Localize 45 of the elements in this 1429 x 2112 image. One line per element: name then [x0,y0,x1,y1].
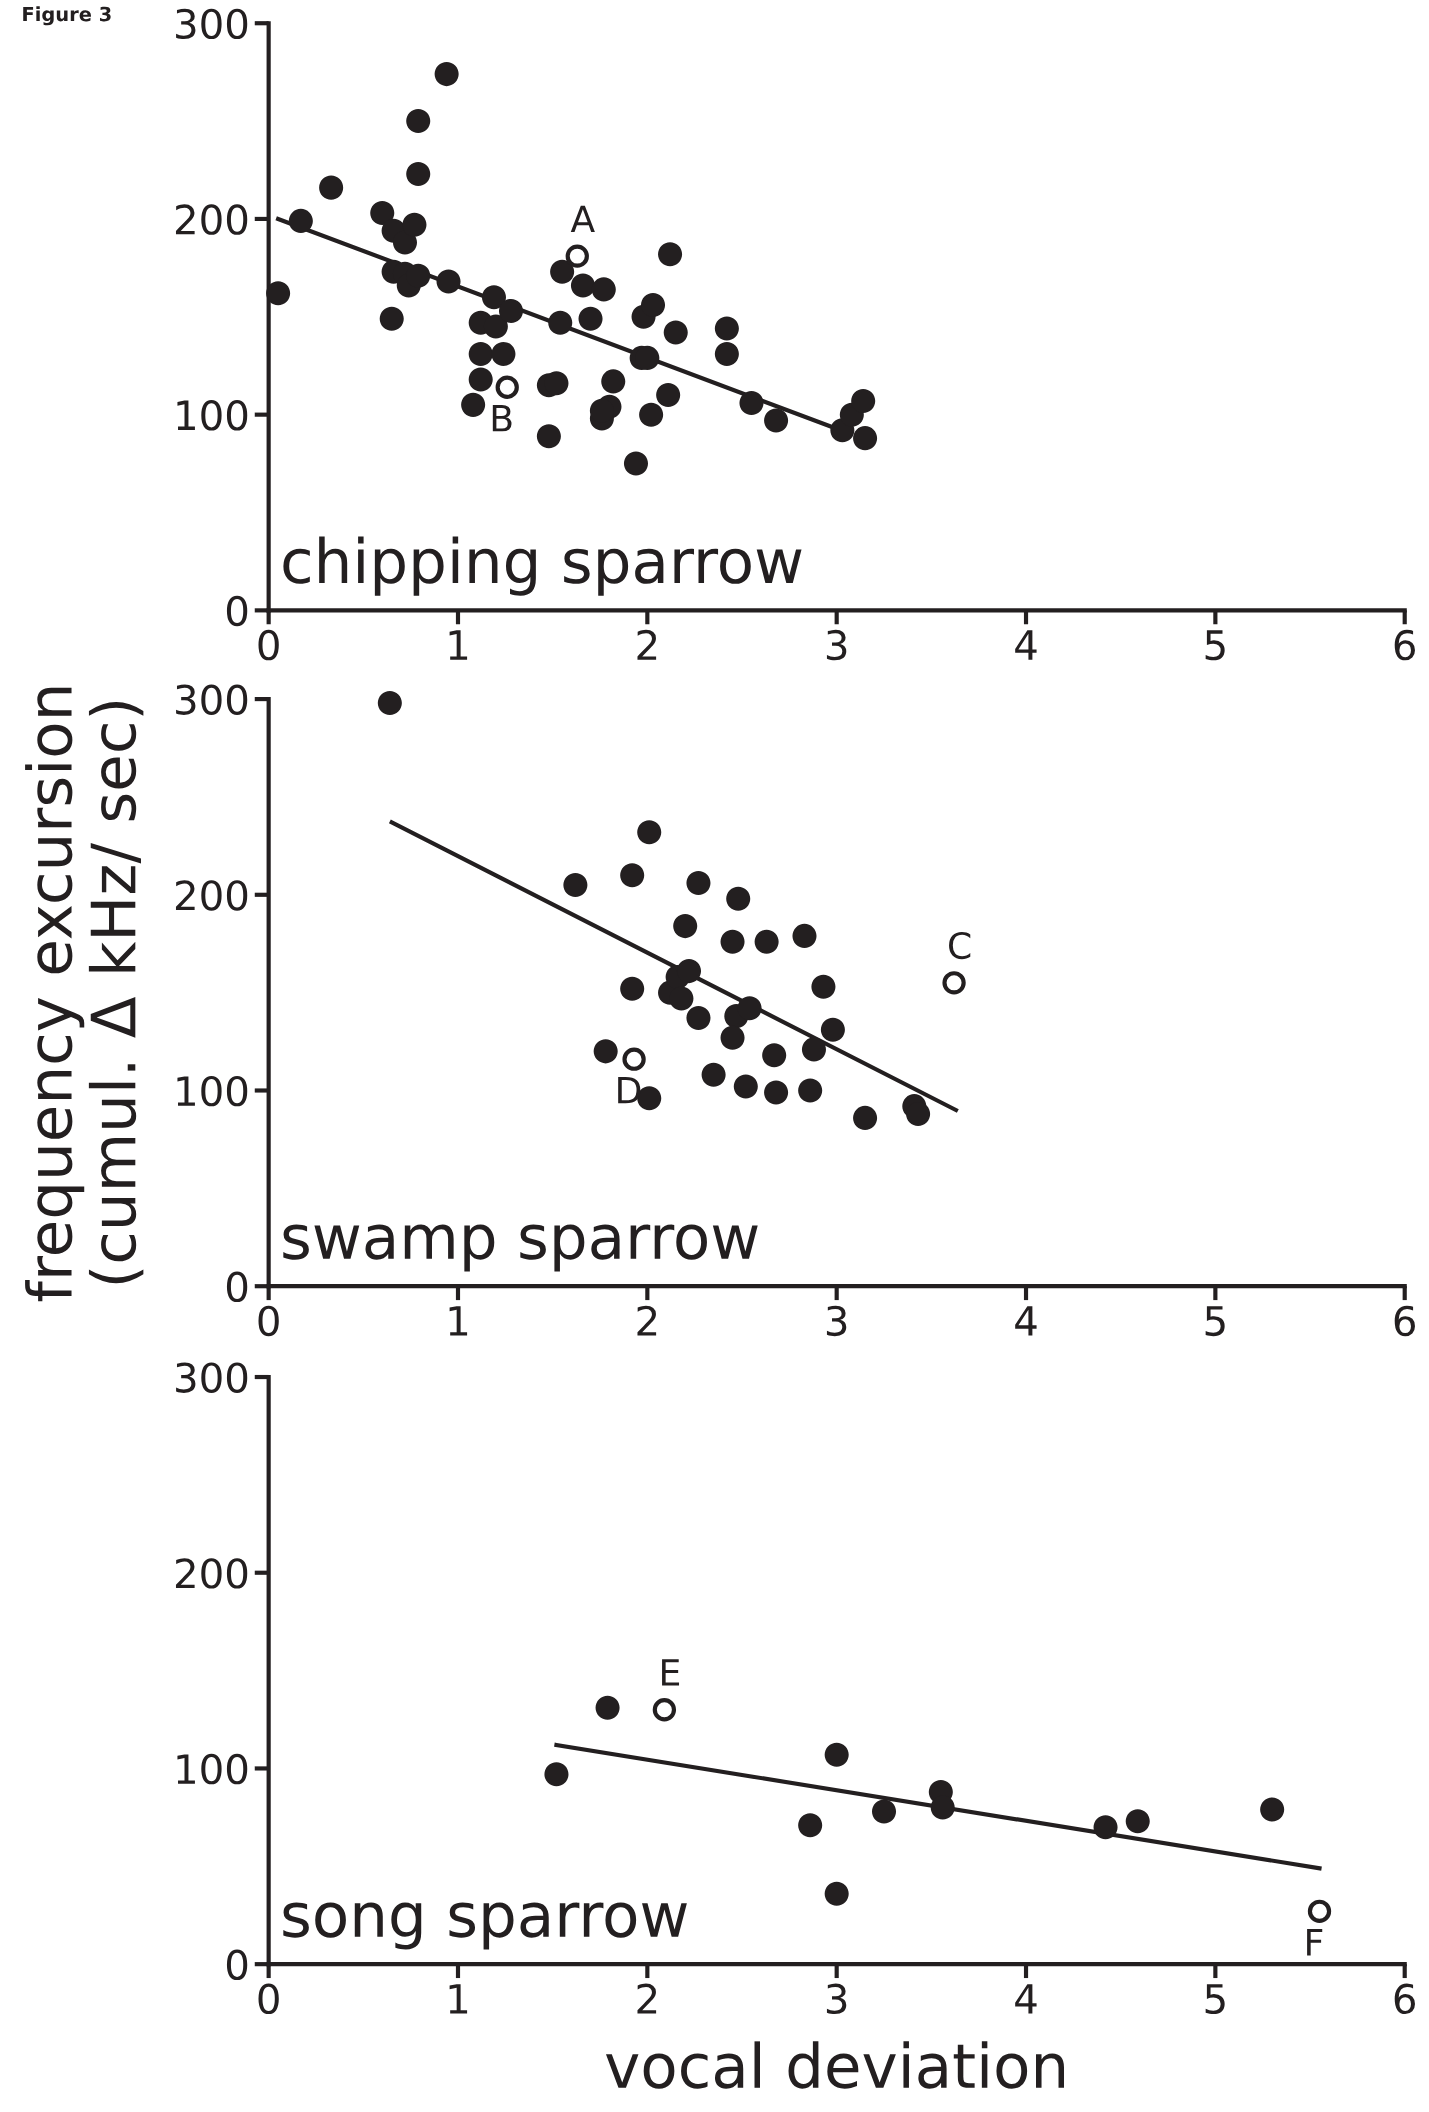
y-tick-label: 100 [177,1075,248,1107]
y-tick-label: 200 [175,1558,248,1589]
y-tick-label: 0 [226,1949,248,1981]
y-axis-title: frequency excursion (cumul. Δ kHz/ sec) [25,687,144,1302]
text: song sparrow [283,1902,687,1950]
x-tick-label: 3 [826,1983,847,2015]
x-tick-label: 0 [258,1983,279,2015]
y-tick-label: 100 [177,1753,248,1785]
x-tick-label: 3 [826,1305,847,1337]
x-tick-label: 5 [1205,630,1225,661]
x-axis-title: vocal deviation [605,2041,1065,2089]
x-tick-label: 2 [637,1983,657,2014]
y-tick-label: 300 [176,684,248,715]
x-tick-label: 0 [258,629,279,661]
y-tick-label: 0 [226,1271,248,1303]
x-tick-label: 2 [637,629,657,660]
y-tick-label: 200 [175,880,248,911]
annotation: E [662,1659,680,1686]
x-tick-label: 5 [1205,1984,1225,2015]
annotation: B [492,405,512,432]
x-tick-label: 6 [1394,1305,1415,1337]
text: chipping sparrow [283,536,802,596]
x-tick-label: 1 [449,1306,468,1336]
y-tick-label: 300 [176,1362,248,1393]
x-tick-label: 1 [449,1984,468,2014]
y-tick-label: 0 [226,595,248,627]
x-tick-label: 4 [1015,630,1037,660]
x-tick-label: 6 [1394,1983,1415,2015]
x-tick-label: 6 [1394,629,1415,661]
text: swamp sparrow [283,1224,758,1272]
x-tick-label: 0 [258,1305,279,1337]
annotation: F [1307,1929,1323,1956]
x-tick-label: 4 [1015,1306,1037,1336]
caption: Figure 3 [23,6,111,26]
y-tick-label: 300 [176,8,248,40]
x-tick-label: 1 [449,630,468,660]
y-tick-label: 200 [175,204,248,235]
x-tick-label: 2 [637,1305,657,1336]
y-tick-label: 100 [177,400,248,431]
annotation: D [618,1076,641,1104]
x-tick-label: 4 [1015,1984,1037,2014]
annotation: A [570,205,595,232]
x-tick-label: 3 [826,629,847,661]
x-tick-label: 5 [1205,1306,1225,1337]
annotation: C [949,931,971,960]
